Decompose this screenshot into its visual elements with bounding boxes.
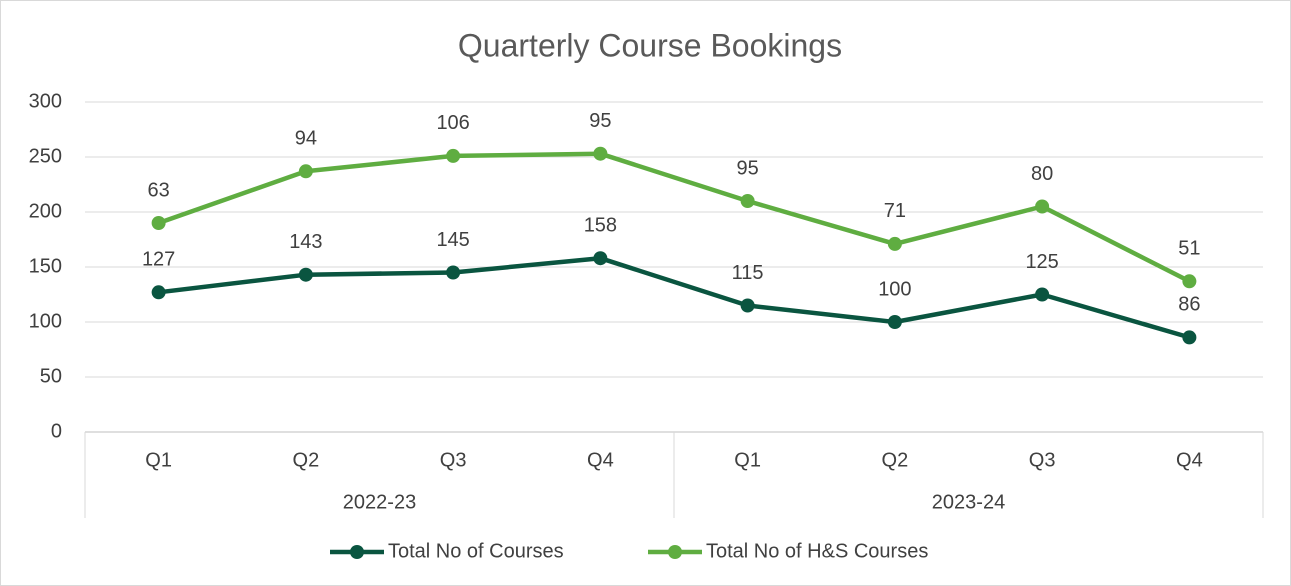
data-label: 125 <box>1025 251 1058 273</box>
data-point <box>1035 199 1050 214</box>
x-tick-label: Q4 <box>587 449 614 471</box>
data-point <box>887 315 902 329</box>
legend-label: Total No of H&S Courses <box>706 540 928 562</box>
x-tick-label: Q2 <box>882 449 909 471</box>
y-tick-label: 300 <box>29 90 62 112</box>
x-tick-label: Q3 <box>440 449 467 471</box>
data-point <box>298 267 313 282</box>
legend-label: Total No of Courses <box>388 540 564 562</box>
data-point <box>593 251 608 266</box>
x-tick-label: Q3 <box>1029 449 1056 471</box>
data-label: 100 <box>878 278 911 300</box>
data-label: 127 <box>142 249 175 271</box>
data-point <box>446 265 461 280</box>
data-label: 115 <box>732 262 764 284</box>
y-tick-label: 100 <box>29 310 62 332</box>
x-tick-label: Q1 <box>145 449 172 471</box>
data-label: 80 <box>1031 163 1053 185</box>
x-tick-label: Q1 <box>734 449 761 471</box>
data-label: 95 <box>589 110 611 132</box>
y-tick-label: 250 <box>29 145 62 167</box>
data-point <box>887 236 902 251</box>
data-point <box>446 148 461 163</box>
data-point <box>151 216 166 230</box>
data-point <box>1035 287 1050 302</box>
data-label: 95 <box>737 157 759 179</box>
data-label: 158 <box>584 214 617 236</box>
series-line <box>158 255 1191 340</box>
data-point <box>740 298 755 313</box>
data-point <box>740 194 755 208</box>
legend-marker <box>668 545 682 559</box>
data-point <box>298 164 313 179</box>
x-tick-label: Q2 <box>293 449 320 471</box>
x-tick-label: Q4 <box>1176 449 1203 471</box>
data-point <box>1182 274 1197 289</box>
data-label: 94 <box>295 128 317 150</box>
data-label: 63 <box>148 179 170 201</box>
y-tick-label: 50 <box>40 365 62 387</box>
y-tick-label: 200 <box>29 200 62 222</box>
data-point <box>593 146 608 161</box>
group-label: 2023-24 <box>932 491 1005 513</box>
data-label: 143 <box>289 231 322 253</box>
data-label: 86 <box>1178 294 1200 316</box>
data-label: 51 <box>1178 238 1200 260</box>
data-label: 145 <box>436 229 469 251</box>
group-label: 2022-23 <box>343 491 416 513</box>
chart-title: Quarterly Course Bookings <box>458 27 842 63</box>
data-point <box>151 285 166 300</box>
y-tick-label: 150 <box>29 255 62 277</box>
data-label: 71 <box>884 200 906 222</box>
data-point <box>1182 330 1197 345</box>
legend-marker <box>350 545 364 559</box>
series-line <box>157 151 1191 284</box>
data-label: 106 <box>436 112 469 134</box>
y-tick-label: 0 <box>51 420 62 442</box>
